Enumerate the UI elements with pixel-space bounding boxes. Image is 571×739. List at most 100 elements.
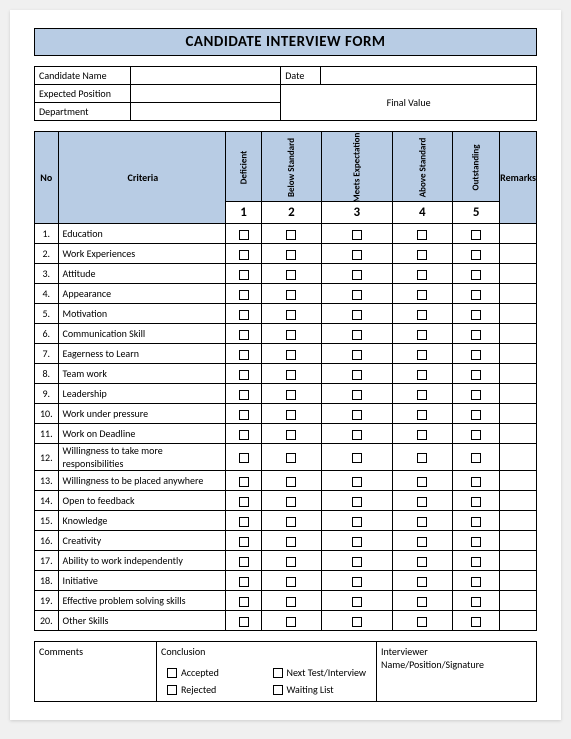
option-next-test[interactable]: Next Test/Interview [273, 666, 373, 679]
rating-checkbox[interactable] [321, 364, 392, 384]
rating-checkbox[interactable] [261, 491, 321, 511]
rating-checkbox[interactable] [392, 264, 453, 284]
rating-checkbox[interactable] [321, 444, 392, 471]
rating-checkbox[interactable] [321, 424, 392, 444]
rating-checkbox[interactable] [392, 284, 453, 304]
rating-checkbox[interactable] [226, 471, 262, 491]
rating-checkbox[interactable] [321, 511, 392, 531]
expected-position-value[interactable] [131, 85, 281, 103]
rating-checkbox[interactable] [261, 304, 321, 324]
rating-checkbox[interactable] [392, 364, 453, 384]
rating-checkbox[interactable] [226, 404, 262, 424]
rating-checkbox[interactable] [453, 591, 500, 611]
remarks-cell[interactable] [500, 551, 537, 571]
remarks-cell[interactable] [500, 471, 537, 491]
rating-checkbox[interactable] [392, 571, 453, 591]
rating-checkbox[interactable] [261, 364, 321, 384]
date-value[interactable] [321, 67, 537, 85]
rating-checkbox[interactable] [392, 424, 453, 444]
remarks-cell[interactable] [500, 531, 537, 551]
rating-checkbox[interactable] [261, 444, 321, 471]
remarks-cell[interactable] [500, 264, 537, 284]
rating-checkbox[interactable] [261, 324, 321, 344]
option-rejected[interactable]: Rejected [167, 683, 267, 696]
remarks-cell[interactable] [500, 591, 537, 611]
rating-checkbox[interactable] [321, 471, 392, 491]
rating-checkbox[interactable] [226, 531, 262, 551]
rating-checkbox[interactable] [261, 264, 321, 284]
rating-checkbox[interactable] [453, 444, 500, 471]
remarks-cell[interactable] [500, 571, 537, 591]
rating-checkbox[interactable] [453, 511, 500, 531]
rating-checkbox[interactable] [261, 591, 321, 611]
rating-checkbox[interactable] [226, 344, 262, 364]
rating-checkbox[interactable] [392, 611, 453, 631]
remarks-cell[interactable] [500, 324, 537, 344]
rating-checkbox[interactable] [321, 324, 392, 344]
rating-checkbox[interactable] [392, 491, 453, 511]
rating-checkbox[interactable] [392, 404, 453, 424]
department-value[interactable] [131, 103, 281, 121]
rating-checkbox[interactable] [226, 244, 262, 264]
rating-checkbox[interactable] [226, 304, 262, 324]
rating-checkbox[interactable] [321, 224, 392, 244]
rating-checkbox[interactable] [453, 491, 500, 511]
rating-checkbox[interactable] [392, 471, 453, 491]
rating-checkbox[interactable] [453, 224, 500, 244]
rating-checkbox[interactable] [226, 224, 262, 244]
rating-checkbox[interactable] [392, 384, 453, 404]
rating-checkbox[interactable] [392, 531, 453, 551]
rating-checkbox[interactable] [453, 324, 500, 344]
rating-checkbox[interactable] [321, 404, 392, 424]
rating-checkbox[interactable] [226, 491, 262, 511]
rating-checkbox[interactable] [261, 611, 321, 631]
rating-checkbox[interactable] [321, 344, 392, 364]
rating-checkbox[interactable] [321, 304, 392, 324]
remarks-cell[interactable] [500, 444, 537, 471]
comments-cell[interactable]: Comments [35, 642, 157, 702]
rating-checkbox[interactable] [261, 404, 321, 424]
remarks-cell[interactable] [500, 284, 537, 304]
rating-checkbox[interactable] [453, 304, 500, 324]
rating-checkbox[interactable] [453, 551, 500, 571]
rating-checkbox[interactable] [453, 384, 500, 404]
rating-checkbox[interactable] [226, 264, 262, 284]
rating-checkbox[interactable] [226, 324, 262, 344]
rating-checkbox[interactable] [392, 324, 453, 344]
rating-checkbox[interactable] [392, 344, 453, 364]
remarks-cell[interactable] [500, 304, 537, 324]
rating-checkbox[interactable] [261, 284, 321, 304]
rating-checkbox[interactable] [261, 571, 321, 591]
rating-checkbox[interactable] [453, 404, 500, 424]
rating-checkbox[interactable] [392, 444, 453, 471]
rating-checkbox[interactable] [321, 384, 392, 404]
rating-checkbox[interactable] [226, 284, 262, 304]
option-waiting-list[interactable]: Waiting List [273, 683, 373, 696]
rating-checkbox[interactable] [453, 471, 500, 491]
rating-checkbox[interactable] [226, 611, 262, 631]
rating-checkbox[interactable] [321, 284, 392, 304]
rating-checkbox[interactable] [321, 244, 392, 264]
rating-checkbox[interactable] [392, 551, 453, 571]
rating-checkbox[interactable] [453, 264, 500, 284]
interviewer-cell[interactable]: Interviewer Name/Position/Signature [377, 642, 537, 702]
remarks-cell[interactable] [500, 344, 537, 364]
remarks-cell[interactable] [500, 424, 537, 444]
rating-checkbox[interactable] [392, 511, 453, 531]
rating-checkbox[interactable] [261, 424, 321, 444]
rating-checkbox[interactable] [226, 551, 262, 571]
rating-checkbox[interactable] [226, 511, 262, 531]
rating-checkbox[interactable] [261, 551, 321, 571]
rating-checkbox[interactable] [261, 244, 321, 264]
rating-checkbox[interactable] [226, 424, 262, 444]
rating-checkbox[interactable] [453, 244, 500, 264]
remarks-cell[interactable] [500, 364, 537, 384]
remarks-cell[interactable] [500, 511, 537, 531]
rating-checkbox[interactable] [392, 224, 453, 244]
rating-checkbox[interactable] [226, 591, 262, 611]
rating-checkbox[interactable] [321, 591, 392, 611]
rating-checkbox[interactable] [321, 551, 392, 571]
rating-checkbox[interactable] [321, 491, 392, 511]
rating-checkbox[interactable] [261, 224, 321, 244]
rating-checkbox[interactable] [392, 591, 453, 611]
